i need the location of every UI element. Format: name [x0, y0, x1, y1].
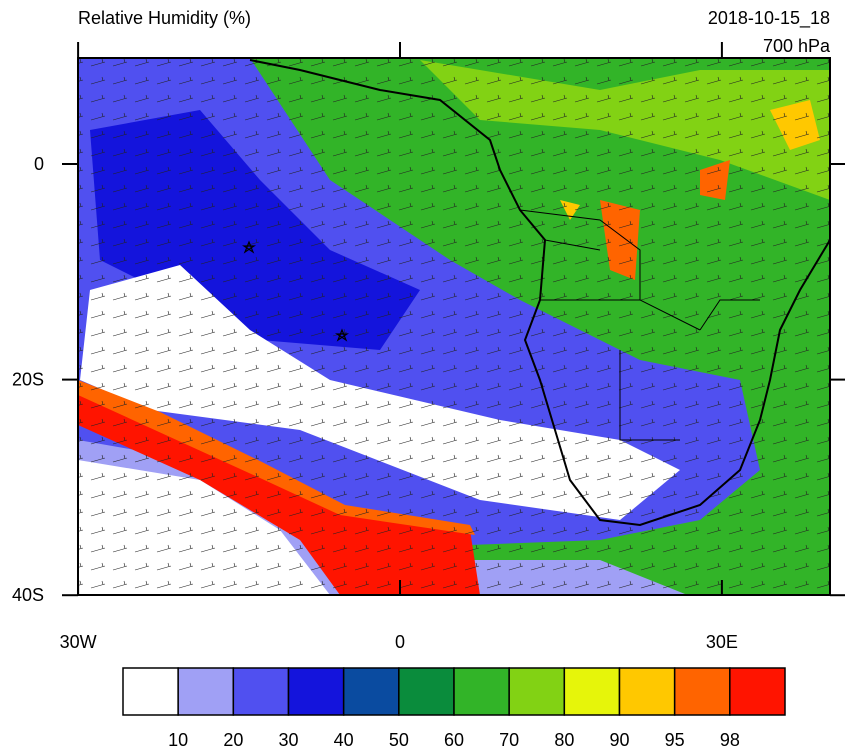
colorbar-box — [453, 667, 510, 716]
axis-ticks: 30W 0 30E 0 20S 40S — [12, 42, 845, 652]
colorbar-label: 98 — [720, 730, 740, 750]
colorbar-box — [122, 667, 179, 716]
colorbar-box — [508, 667, 566, 716]
y-tick-label: 20S — [12, 370, 44, 390]
valid-time: 2018-10-15_18 — [708, 8, 830, 29]
title: Relative Humidity (%) — [78, 8, 251, 28]
colorbar-label: 95 — [665, 730, 685, 750]
x-tick-label: 0 — [395, 632, 405, 652]
colorbar-box — [398, 667, 455, 716]
x-tick-label: 30E — [706, 632, 738, 652]
colorbar-label: 30 — [278, 730, 298, 750]
colorbar-label: 70 — [499, 730, 519, 750]
colorbar-label: 60 — [444, 730, 464, 750]
colorbar-label: 20 — [223, 730, 243, 750]
colorbar-box — [232, 667, 290, 716]
colorbar: 10 20 30 40 50 60 70 80 90 95 98 — [122, 667, 786, 750]
map-frame — [77, 57, 831, 596]
y-tick-label: 40S — [12, 585, 44, 605]
colorbar-box — [342, 667, 400, 716]
colorbar-box — [287, 667, 345, 716]
colorbar-label: 40 — [334, 730, 354, 750]
colorbar-box — [729, 667, 786, 716]
colorbar-box — [618, 667, 676, 716]
colorbar-label: 90 — [609, 730, 629, 750]
y-tick-label: 0 — [34, 154, 44, 174]
colorbar-box — [563, 667, 621, 716]
colorbar-label: 50 — [389, 730, 409, 750]
x-tick-label: 30W — [60, 632, 97, 652]
level: 700 hPa — [763, 36, 831, 56]
map-field — [78, 58, 830, 595]
colorbar-box — [177, 667, 235, 716]
colorbar-label: 80 — [554, 730, 574, 750]
colorbar-label: 10 — [168, 730, 188, 750]
colorbar-box — [673, 667, 731, 716]
